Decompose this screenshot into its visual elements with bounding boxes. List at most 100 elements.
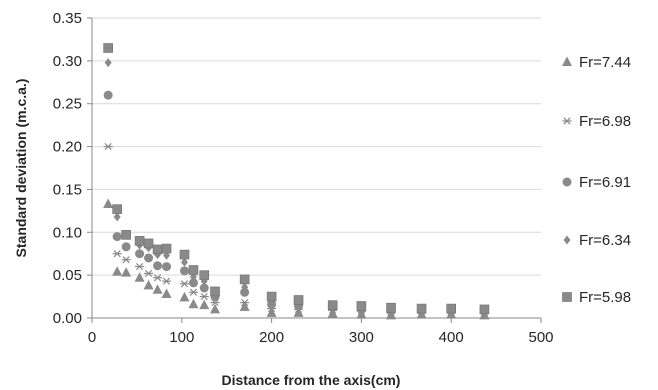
x-axis-ticks: 0 100 200 300 400 500 (88, 318, 554, 346)
x-tick-label: 200 (259, 329, 284, 346)
legend-item: Fr=7.44 (562, 54, 631, 71)
data-points (103, 43, 490, 320)
data-point (143, 279, 154, 290)
data-point (113, 212, 121, 222)
y-tick-label: 0.35 (53, 10, 82, 27)
data-point (240, 287, 250, 297)
y-tick-label: 0.10 (53, 224, 82, 241)
legend-marker (562, 292, 572, 302)
data-point (162, 262, 172, 272)
data-point (210, 286, 220, 297)
data-point (135, 249, 145, 259)
data-point (199, 283, 209, 293)
data-point (144, 269, 154, 278)
legend-item: Fr=6.91 (562, 174, 631, 191)
data-point (121, 256, 131, 264)
data-point (327, 300, 338, 310)
grid-lines (92, 17, 541, 276)
x-tick-label: 500 (528, 329, 553, 346)
data-point (179, 291, 190, 302)
y-tick-label: 0.15 (53, 181, 82, 198)
y-tick-label: 0.05 (53, 267, 82, 284)
data-point (293, 295, 304, 305)
data-point (162, 277, 172, 285)
data-point (416, 303, 427, 314)
series-square (103, 43, 490, 315)
legend-marker (562, 177, 572, 187)
x-axis-title: Distance from the axis(cm) (222, 372, 401, 388)
data-point (161, 288, 172, 298)
legend-label: Fr=6.91 (579, 174, 631, 191)
data-point (144, 253, 154, 263)
data-point (104, 58, 112, 68)
data-point (188, 288, 198, 296)
data-point (152, 244, 163, 255)
data-point (199, 270, 210, 280)
data-point (241, 282, 249, 292)
y-tick-label: 0.20 (53, 139, 82, 156)
legend-label: Fr=5.98 (579, 289, 631, 306)
legend-item: Fr=6.34 (563, 232, 631, 249)
y-axis-title: Standard deviation (m.c.a.) (13, 79, 29, 258)
data-point (239, 274, 250, 285)
legend-marker (562, 56, 572, 66)
data-point (188, 298, 199, 309)
data-point (152, 284, 163, 294)
data-point (121, 230, 131, 240)
data-point (134, 272, 145, 282)
data-point (135, 262, 145, 271)
data-point (210, 303, 221, 314)
data-point (179, 280, 189, 288)
data-point (134, 236, 145, 246)
legend-label: Fr=6.98 (579, 113, 631, 130)
y-axis-ticks: 0.00 0.05 0.10 0.15 0.20 0.25 0.30 0.35 (53, 10, 92, 327)
data-point (188, 278, 198, 288)
data-point (143, 238, 154, 249)
series-asterisk (103, 142, 489, 317)
data-point (103, 43, 113, 53)
data-point (112, 232, 122, 242)
data-point (112, 266, 123, 276)
legend-marker (562, 117, 572, 125)
data-point (446, 303, 457, 314)
data-point (103, 142, 113, 151)
x-tick-label: 100 (169, 329, 194, 346)
data-point (479, 304, 490, 315)
data-point (199, 292, 209, 301)
y-tick-label: 0.30 (53, 53, 82, 70)
data-point (386, 302, 396, 313)
data-point (199, 299, 210, 310)
legend: Fr=7.44 Fr=6.98 Fr=6.91 Fr=6.34 Fr=5.98 (562, 54, 631, 306)
data-point (179, 249, 190, 260)
series-circle (103, 90, 489, 316)
x-tick-label: 0 (88, 329, 96, 346)
legend-label: Fr=6.34 (579, 232, 631, 249)
y-tick-label: 0.25 (53, 96, 82, 113)
data-point (240, 298, 250, 307)
x-tick-label: 400 (439, 329, 464, 346)
data-point (153, 261, 163, 271)
data-point (121, 267, 132, 277)
data-point (179, 266, 189, 276)
x-tick-label: 300 (349, 329, 374, 346)
legend-label: Fr=7.44 (579, 54, 631, 71)
data-point (188, 265, 199, 275)
data-point (153, 274, 163, 282)
data-point (161, 243, 172, 254)
data-point (356, 301, 367, 311)
data-point (103, 90, 113, 100)
data-point (327, 308, 338, 318)
data-point (293, 307, 304, 317)
data-point (121, 242, 131, 252)
data-point (180, 257, 188, 267)
data-point (103, 198, 114, 208)
data-point (266, 291, 277, 302)
legend-item: Fr=6.98 (562, 113, 631, 130)
data-point (112, 250, 122, 258)
data-point (239, 301, 250, 311)
legend-item: Fr=5.98 (562, 289, 631, 306)
series-diamond (104, 58, 488, 316)
legend-marker (563, 235, 571, 245)
data-point (112, 204, 122, 214)
